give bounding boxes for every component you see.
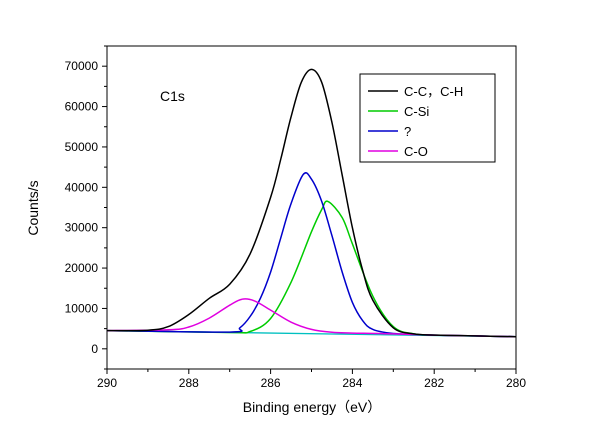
series-lines (106, 68, 517, 338)
series-line-c-c-c-h (106, 68, 517, 338)
x-tick-label: 280 (506, 376, 526, 390)
series-line-unknown (106, 172, 517, 338)
x-tick-label: 282 (424, 376, 444, 390)
legend-items: C-C，C-H C-Si? C-O (368, 84, 463, 159)
legend-box (359, 73, 496, 163)
peak-annotation: C1s (160, 88, 185, 104)
y-tick-label: 40000 (65, 180, 99, 194)
y-tick-label: 70000 (65, 59, 99, 73)
series-line-c-si (106, 200, 517, 338)
y-tick-label: 60000 (65, 100, 99, 114)
legend-label: ? (404, 124, 411, 139)
legend: C-C，C-H C-Si? C-O (359, 73, 496, 163)
y-tick-label: 10000 (65, 301, 99, 315)
y-tick-labels: 0 10000 20000 30000 40000 50000 60000 70000 (65, 59, 99, 356)
y-tick-label: 20000 (65, 261, 99, 275)
x-tick-label: 288 (179, 376, 199, 390)
legend-label: C-O (404, 144, 428, 159)
y-tick-label: 50000 (65, 140, 99, 154)
y-tick-label: 0 (91, 342, 98, 356)
x-axis-title: Binding energy（eV） (243, 399, 382, 415)
axis-ticks (102, 45, 517, 374)
legend-label: C-C，C-H (404, 84, 463, 99)
y-axis-title: Counts/s (25, 180, 41, 235)
x-tick-label: 286 (261, 376, 281, 390)
y-tick-label: 30000 (65, 221, 99, 235)
x-tick-labels: 290 288 286 284 282 280 (97, 376, 526, 390)
x-tick-label: 284 (342, 376, 362, 390)
legend-label: C-Si (404, 104, 429, 119)
x-tick-label: 290 (97, 376, 117, 390)
